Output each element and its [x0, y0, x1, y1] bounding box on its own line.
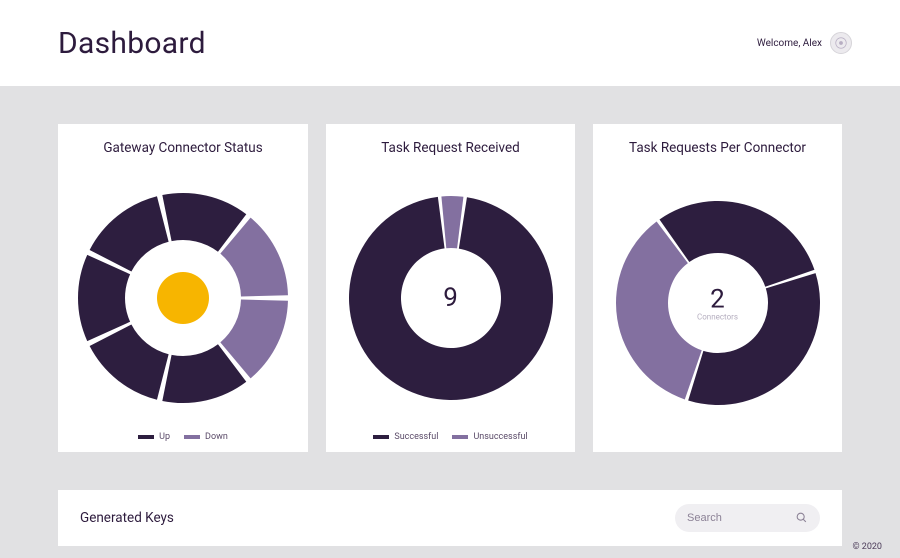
header: Dashboard Welcome, Alex [0, 0, 900, 86]
card-title: Task Request Received [381, 140, 520, 156]
legend-item: Successful [373, 432, 438, 442]
center-number: 2 [697, 285, 738, 315]
center-sub: Connectors [697, 313, 738, 322]
chart-connector-status [68, 168, 298, 428]
search-icon[interactable] [795, 509, 808, 528]
card-title: Task Requests Per Connector [629, 140, 806, 156]
legend-swatch [452, 435, 468, 439]
donut-slice [78, 255, 130, 341]
legend-label: Unsuccessful [473, 432, 527, 442]
legend-swatch [373, 435, 389, 439]
footer-copyright: © 2020 [852, 542, 882, 552]
legend-swatch [138, 435, 154, 439]
card-task-requests-received: Task Request Received 9 Successful Unsucc… [326, 124, 575, 452]
legend-label: Down [205, 432, 228, 442]
avatar[interactable] [830, 32, 852, 54]
welcome-text: Welcome, Alex [757, 38, 822, 49]
center-dot [157, 272, 209, 324]
chart-center-label: 9 [443, 283, 458, 313]
search-input[interactable] [687, 512, 767, 524]
generated-keys-panel: Generated Keys [58, 490, 842, 546]
chart-center-label: 2 Connectors [697, 285, 738, 322]
donut-slice [90, 325, 169, 400]
legend: Successful Unsuccessful [373, 432, 527, 442]
legend-label: Up [159, 432, 170, 442]
card-connector-status: Gateway Connector Status Up Down [58, 124, 308, 452]
legend-item: Up [138, 432, 170, 442]
legend-label: Successful [394, 432, 438, 442]
legend: Up Down [138, 432, 228, 442]
page-title: Dashboard [58, 26, 206, 61]
donut-slice [90, 196, 169, 271]
cards-row: Gateway Connector Status Up Down Task Req… [0, 86, 900, 452]
eye-icon [834, 36, 848, 50]
legend-item: Unsuccessful [452, 432, 527, 442]
card-task-requests-per-connector: Task Requests Per Connector 2 Connectors [593, 124, 842, 452]
legend-item: Down [184, 432, 228, 442]
chart-task-requests-per-connector: 2 Connectors [603, 168, 832, 438]
welcome-block: Welcome, Alex [757, 32, 852, 54]
card-title: Gateway Connector Status [103, 140, 262, 156]
donut-chart [68, 183, 298, 413]
center-number: 9 [443, 283, 458, 313]
chart-task-requests-received: 9 [336, 168, 565, 428]
legend-swatch [184, 435, 200, 439]
donut-slice [659, 201, 814, 287]
search-box[interactable] [675, 504, 820, 532]
panel-title: Generated Keys [80, 510, 174, 526]
